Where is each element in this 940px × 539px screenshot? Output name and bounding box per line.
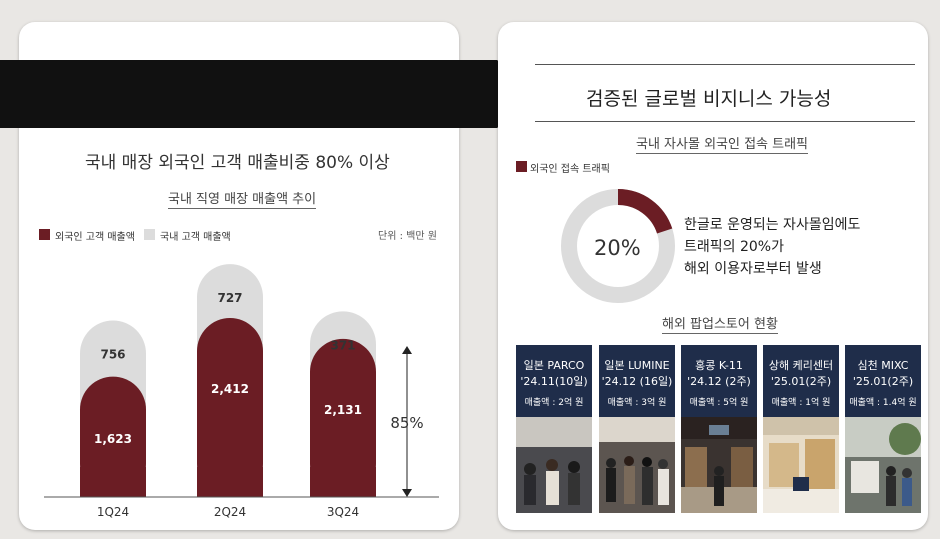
banner-title: 글로벌 소비자 대상 브랜드 인지도 이미 확보 — [63, 22, 445, 46]
traffic-donut — [561, 189, 675, 303]
rule-top — [535, 64, 915, 65]
popup-title: 심천 MIXC — [857, 359, 909, 372]
legend-swatch-domestic — [144, 229, 155, 240]
popup-subheading: 해외 팝업스토어 현황 — [662, 313, 778, 334]
value-label-foreign-1Q24: 1,623 — [94, 432, 132, 446]
popup-sales: 매출액 : 3억 원 — [607, 398, 667, 408]
traffic-desc-line-1: 한글로 운영되는 자사몰임에도 — [684, 217, 861, 233]
popup-card-kerry: 상해 케리센터 '25.01(2주) 매출액 : 1억 원 — [763, 345, 839, 513]
bar-chart: 1,623 756 1Q24 2,412 727 2Q24 2,131 371 3Q24 85% — [44, 264, 439, 519]
value-label-domestic-3Q24: 371 — [330, 338, 355, 352]
share-annotation: 85% — [390, 414, 423, 432]
popup-photo — [763, 417, 839, 513]
popup-card-lumine: 일본 LUMINE '24.12 (16일) 매출액 : 3억 원 — [599, 345, 675, 513]
popup-date: '24.12 (16일) — [601, 375, 673, 388]
popup-title: 일본 LUMINE — [604, 359, 670, 372]
legend-swatch-foreign — [39, 229, 50, 240]
donut-foreign-arc — [561, 189, 675, 303]
left-heading: 국내 매장 외국인 고객 매출비중 80% 이상 — [85, 153, 390, 173]
popup-title: 상해 케리센터 — [768, 359, 834, 372]
popup-title: 일본 PARCO — [523, 359, 585, 372]
traffic-legend-label: 외국인 접속 트래픽 — [530, 164, 610, 175]
value-label-foreign-3Q24: 2,131 — [324, 403, 362, 417]
popup-sales: 매출액 : 2억 원 — [524, 398, 584, 408]
bar-foreign-base-3Q24 — [310, 467, 376, 497]
popup-card-k11: 홍콩 K-11 '24.12 (2주) 매출액 : 5억 원 — [681, 345, 757, 513]
bar-foreign-base-2Q24 — [197, 467, 263, 497]
popup-date: '24.12 (2주) — [687, 375, 751, 388]
popup-title: 홍콩 K-11 — [695, 359, 743, 372]
tick-label-2Q24: 2Q24 — [214, 505, 246, 519]
right-heading: 검증된 글로벌 비지니스 가능성 — [586, 88, 832, 110]
popup-sales: 매출액 : 1억 원 — [771, 398, 831, 408]
traffic-legend-swatch — [516, 161, 527, 172]
value-label-domestic-2Q24: 727 — [217, 291, 242, 305]
share-arrow — [402, 346, 412, 497]
traffic-subheading: 국내 자사몰 외국인 접속 트래픽 — [636, 133, 809, 154]
bar-foreign-1Q24 — [80, 376, 146, 497]
title-banner — [0, 60, 545, 128]
popup-photo — [516, 417, 592, 513]
legend-label-foreign: 외국인 고객 매출액 — [55, 232, 135, 243]
bar-foreign-base-1Q24 — [80, 467, 146, 497]
popup-card-mixc: 심천 MIXC '25.01(2주) 매출액 : 1.4억 원 — [845, 345, 921, 513]
popup-photo — [845, 417, 921, 513]
tick-label-3Q24: 3Q24 — [327, 505, 359, 519]
unit-label: 단위 : 백만 원 — [378, 231, 437, 242]
popup-sales: 매출액 : 1.4억 원 — [849, 398, 917, 408]
value-label-foreign-2Q24: 2,412 — [211, 382, 249, 396]
popup-date: '25.01(2주) — [770, 375, 832, 388]
legend-label-domestic: 국내 고객 매출액 — [160, 232, 231, 243]
traffic-desc-line-3: 해외 이용자로부터 발생 — [684, 261, 822, 277]
traffic-percent: 20% — [594, 236, 641, 260]
popup-sales: 매출액 : 5억 원 — [689, 398, 749, 408]
left-subheading: 국내 직영 매장 매출액 추이 — [168, 188, 317, 209]
bar-foreign-2Q24 — [197, 318, 263, 497]
popup-date: '25.01(2주) — [852, 375, 914, 388]
bar-foreign-3Q24 — [310, 338, 376, 497]
popup-date: '24.11(10일) — [520, 375, 588, 388]
traffic-desc-line-2: 트래픽의 20%가 — [684, 239, 784, 255]
value-label-domestic-1Q24: 756 — [100, 347, 125, 361]
popup-photo — [599, 417, 675, 513]
popup-photo — [681, 417, 757, 513]
popup-card-parco: 일본 PARCO '24.11(10일) 매출액 : 2억 원 — [516, 345, 592, 513]
tick-label-1Q24: 1Q24 — [97, 505, 129, 519]
rule-bottom — [535, 121, 915, 122]
